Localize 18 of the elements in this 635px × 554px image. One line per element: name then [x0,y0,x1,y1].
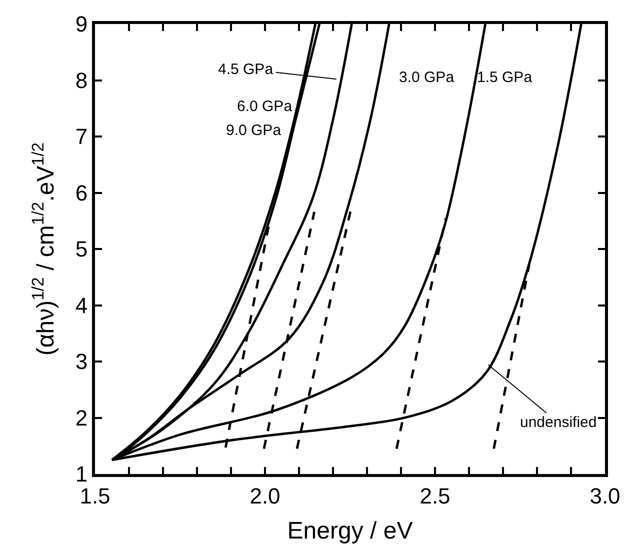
annotation: undensified [520,414,597,431]
annotation: 9.0 GPa [226,122,282,139]
y-tick-label: 3 [75,349,88,374]
annotation: 1.5 GPa [477,69,533,86]
annotation: 3.0 GPa [399,69,455,86]
y-tick-label: 9 [75,12,88,37]
y-tick-label: 5 [75,236,88,262]
y-tick-label: 8 [75,68,88,93]
y-tick-label: 4 [75,292,88,318]
annotation: 4.5 GPa [218,61,274,78]
y-tick-label: 7 [75,124,88,150]
y-tick-label: 6 [75,180,88,206]
x-axis-title: Energy / eV [287,518,413,545]
y-tick-label: 2 [75,405,88,430]
x-tick-label: 2.5 [420,483,450,508]
x-tick-label: 3.0 [590,483,620,508]
annotation: 6.0 GPa [237,98,293,115]
x-tick-label: 2.0 [250,483,280,508]
